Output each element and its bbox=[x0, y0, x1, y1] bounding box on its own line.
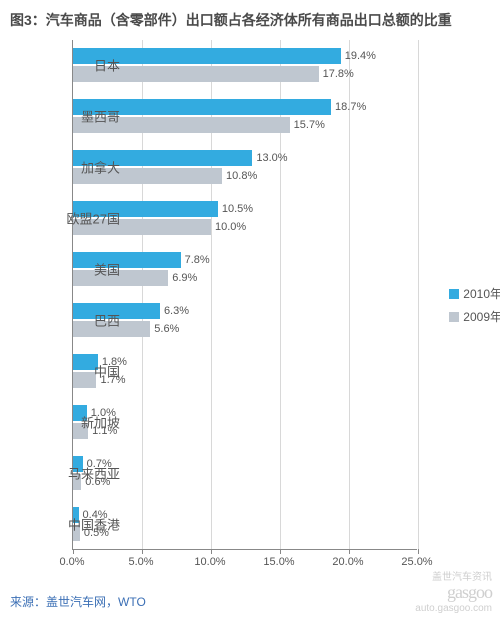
x-axis-label: 5.0% bbox=[128, 556, 153, 568]
bar-value-label: 6.3% bbox=[164, 303, 189, 319]
legend-swatch bbox=[449, 289, 459, 299]
y-axis-label: 中国 bbox=[94, 362, 120, 381]
bar-value-label: 17.8% bbox=[323, 66, 354, 82]
y-axis-label: 欧盟27国 bbox=[67, 209, 120, 228]
x-axis-label: 0.0% bbox=[59, 556, 84, 568]
y-axis-label: 马来西亚 bbox=[68, 464, 120, 483]
bar-value-label: 10.0% bbox=[215, 219, 246, 235]
bar-value-label: 13.0% bbox=[256, 150, 287, 166]
x-axis-label: 20.0% bbox=[332, 556, 363, 568]
bar-value-label: 6.9% bbox=[172, 270, 197, 286]
y-axis-label: 墨西哥 bbox=[81, 107, 120, 126]
brand-sub: auto.gasgoo.com bbox=[415, 603, 492, 614]
x-tick bbox=[73, 549, 74, 554]
gridline bbox=[418, 40, 419, 549]
legend-item: 2009年 bbox=[449, 308, 500, 325]
legend-item: 2010年 bbox=[449, 285, 500, 302]
legend-label: 2010年 bbox=[463, 285, 500, 302]
y-axis-label: 加拿大 bbox=[81, 158, 120, 177]
bar-value-label: 10.8% bbox=[226, 168, 257, 184]
bar-value-label: 7.8% bbox=[185, 252, 210, 268]
legend-swatch bbox=[449, 312, 459, 322]
x-tick bbox=[142, 549, 143, 554]
chart-title: 图3：汽车商品（含零部件）出口额占各经济体所有商品出口总额的比重 bbox=[0, 0, 500, 36]
legend: 2010年 2009年 bbox=[449, 285, 500, 331]
x-axis-label: 10.0% bbox=[194, 556, 225, 568]
chart-area: 19.4% 17.8% 18.7% 15.7% 13.0% 10.8% 10.5% 10.0%… bbox=[72, 40, 472, 565]
plot-region: 19.4% 17.8% 18.7% 15.7% 13.0% 10.8% 10.5% 10.0%… bbox=[72, 40, 417, 550]
bar-value-label: 10.5% bbox=[222, 201, 253, 217]
y-axis-label: 新加坡 bbox=[81, 413, 120, 432]
x-tick bbox=[349, 549, 350, 554]
y-axis-label: 巴西 bbox=[94, 311, 120, 330]
y-axis-label: 日本 bbox=[94, 56, 120, 75]
y-axis-label: 美国 bbox=[94, 260, 120, 279]
bar: 6.9% bbox=[73, 270, 168, 286]
gridline bbox=[349, 40, 350, 549]
y-axis-label: 中国香港 bbox=[68, 515, 120, 534]
brand-watermark: 盖世汽车资讯 gasgoo auto.gasgoo.com bbox=[415, 572, 492, 614]
x-tick bbox=[211, 549, 212, 554]
brand-main: gasgoo bbox=[415, 583, 492, 603]
bar-value-label: 19.4% bbox=[345, 48, 376, 64]
x-tick bbox=[418, 549, 419, 554]
x-tick bbox=[280, 549, 281, 554]
x-axis-label: 25.0% bbox=[401, 556, 432, 568]
bar-value-label: 5.6% bbox=[154, 321, 179, 337]
source-text: 来源：盖世汽车网，WTO bbox=[10, 593, 146, 610]
x-axis-label: 15.0% bbox=[263, 556, 294, 568]
bar: 1.7% bbox=[73, 372, 96, 388]
bar-value-label: 15.7% bbox=[294, 117, 325, 133]
bar-value-label: 18.7% bbox=[335, 99, 366, 115]
bar: 7.8% bbox=[73, 252, 181, 268]
legend-label: 2009年 bbox=[463, 308, 500, 325]
